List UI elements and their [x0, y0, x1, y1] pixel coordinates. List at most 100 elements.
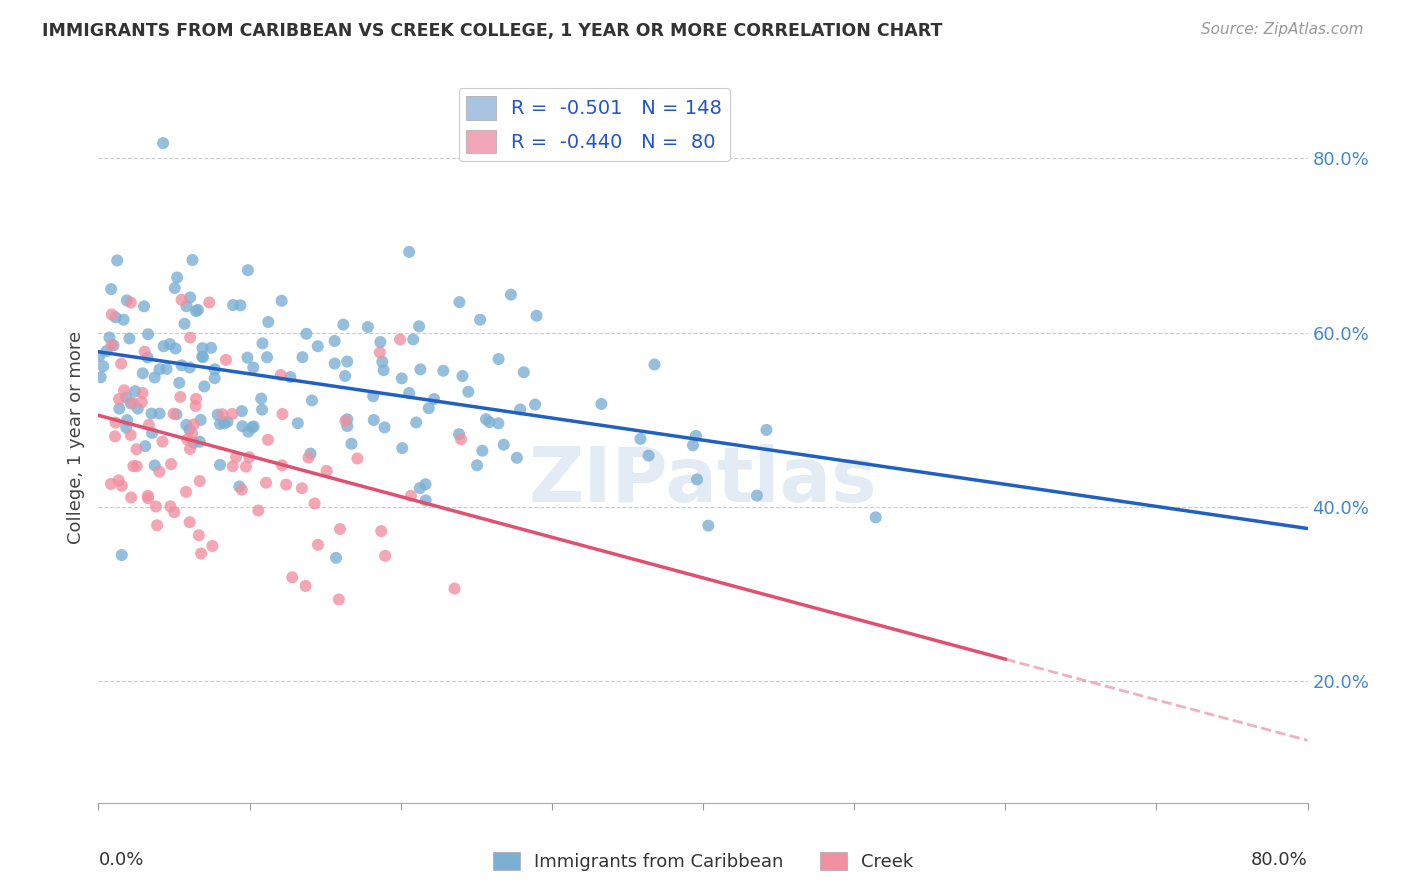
Point [304, 496, 326, 510]
Point [408, 319, 430, 334]
Point [179, 360, 201, 375]
Point [294, 579, 316, 593]
Point [152, 136, 174, 150]
Point [191, 350, 214, 364]
Point [280, 370, 302, 384]
Point [391, 441, 413, 455]
Point [225, 450, 247, 464]
Legend: R =  -0.501   N = 148, R =  -0.440   N =  80: R = -0.501 N = 148, R = -0.440 N = 80 [458, 88, 730, 161]
Point [91, 359, 114, 374]
Point [526, 309, 548, 323]
Point [179, 423, 201, 437]
Point [141, 407, 163, 421]
Point [181, 426, 204, 441]
Point [301, 393, 323, 408]
Point [174, 484, 197, 499]
Point [299, 447, 322, 461]
Point [637, 449, 659, 463]
Point [176, 417, 198, 432]
Point [136, 327, 159, 342]
Point [131, 386, 153, 401]
Point [176, 299, 198, 313]
Point [176, 433, 198, 447]
Point [184, 392, 207, 406]
Point [250, 402, 273, 417]
Point [370, 334, 392, 349]
Point [257, 433, 280, 447]
Point [132, 299, 155, 313]
Point [409, 481, 432, 495]
Point [179, 330, 201, 344]
Point [630, 432, 652, 446]
Point [405, 416, 427, 430]
Point [112, 384, 135, 398]
Point [191, 350, 214, 364]
Point [295, 326, 318, 341]
Point [112, 312, 135, 326]
Point [276, 477, 298, 491]
Point [486, 417, 509, 431]
Point [170, 293, 193, 307]
Point [231, 404, 253, 418]
Point [169, 390, 191, 404]
Point [105, 253, 128, 268]
Point [323, 357, 346, 371]
Point [270, 368, 292, 382]
Point [745, 489, 768, 503]
Point [478, 415, 501, 429]
Point [207, 408, 229, 422]
Point [242, 360, 264, 375]
Point [415, 477, 437, 491]
Point [357, 320, 380, 334]
Point [125, 442, 148, 457]
Point [475, 412, 498, 426]
Point [120, 428, 142, 442]
Point [524, 398, 547, 412]
Point [120, 396, 142, 410]
Point [363, 413, 385, 427]
Point [162, 407, 184, 421]
Point [115, 420, 138, 434]
Point [222, 459, 245, 474]
Point [155, 362, 177, 376]
Point [122, 459, 145, 474]
Point [336, 412, 359, 426]
Point [307, 538, 329, 552]
Point [141, 425, 163, 440]
Point [247, 503, 270, 517]
Point [115, 391, 138, 405]
Point [373, 420, 395, 434]
Point [374, 549, 396, 563]
Point [134, 439, 156, 453]
Point [152, 339, 174, 353]
Point [143, 458, 166, 473]
Point [166, 270, 188, 285]
Point [200, 341, 222, 355]
Point [187, 302, 209, 317]
Point [335, 414, 357, 428]
Point [333, 369, 356, 384]
Point [98, 330, 121, 344]
Point [471, 443, 494, 458]
Point [449, 295, 471, 310]
Point [159, 500, 181, 514]
Point [328, 592, 350, 607]
Point [315, 464, 337, 478]
Point [190, 547, 212, 561]
Point [271, 458, 294, 473]
Point [256, 350, 278, 364]
Point [118, 331, 141, 345]
Point [170, 359, 193, 373]
Point [136, 351, 159, 365]
Point [201, 539, 224, 553]
Point [370, 524, 392, 538]
Point [281, 570, 304, 584]
Text: 0.0%: 0.0% [98, 851, 143, 869]
Point [165, 407, 187, 421]
Point [391, 371, 413, 385]
Point [111, 479, 134, 493]
Point [100, 308, 122, 322]
Point [443, 582, 465, 596]
Point [138, 417, 160, 432]
Legend: Immigrants from Caribbean, Creek: Immigrants from Caribbean, Creek [485, 845, 921, 879]
